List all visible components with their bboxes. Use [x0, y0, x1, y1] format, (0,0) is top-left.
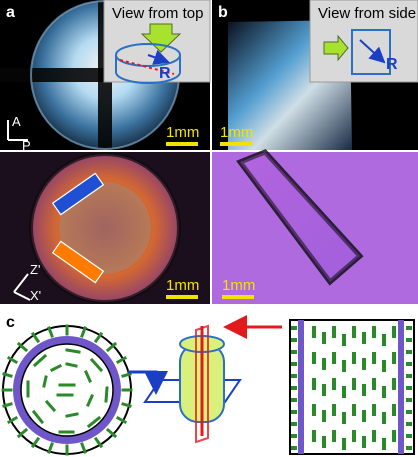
axis-label-x-prime: X'	[30, 288, 41, 303]
scale-bar-label-b: 1mm	[220, 124, 253, 141]
inset-top-view-title: View from top	[112, 5, 203, 22]
right-purple-bar	[398, 320, 404, 454]
disk-inner-border	[21, 344, 113, 436]
panel-label-a: a	[6, 4, 15, 21]
side-schematic	[290, 320, 414, 454]
axis-label-polarizer: P	[22, 138, 31, 153]
scale-bar-b	[220, 142, 252, 146]
scale-bar-label-b-bottom: 1mm	[222, 277, 255, 294]
panel-label-b: b	[218, 4, 228, 21]
panel-b-bottom: 1mm	[212, 152, 418, 304]
panel-a: View from top R a A P 1mm	[0, 0, 210, 153]
radius-label: R	[159, 65, 171, 82]
left-purple-bar	[298, 320, 304, 454]
panel-label-c: c	[6, 314, 15, 331]
axis-label-analyzer: A	[12, 114, 21, 129]
scale-bar-label-a-bottom: 1mm	[166, 277, 199, 294]
panel-b: View from side R b 1mm	[212, 0, 418, 150]
axis-label-z-prime: Z'	[30, 262, 40, 277]
side-radius-label: R	[386, 56, 398, 73]
inset-side-view-title: View from side	[318, 5, 416, 22]
scale-bar-b-bottom	[222, 295, 254, 299]
scale-bar-label-a: 1mm	[166, 124, 199, 141]
scale-bar-a	[166, 142, 198, 146]
disk-schematic	[3, 326, 131, 454]
panel-c: c	[0, 308, 418, 457]
scale-bar-a-bottom	[166, 295, 198, 299]
panel-a-bottom: Z' X' 1mm	[0, 152, 210, 304]
